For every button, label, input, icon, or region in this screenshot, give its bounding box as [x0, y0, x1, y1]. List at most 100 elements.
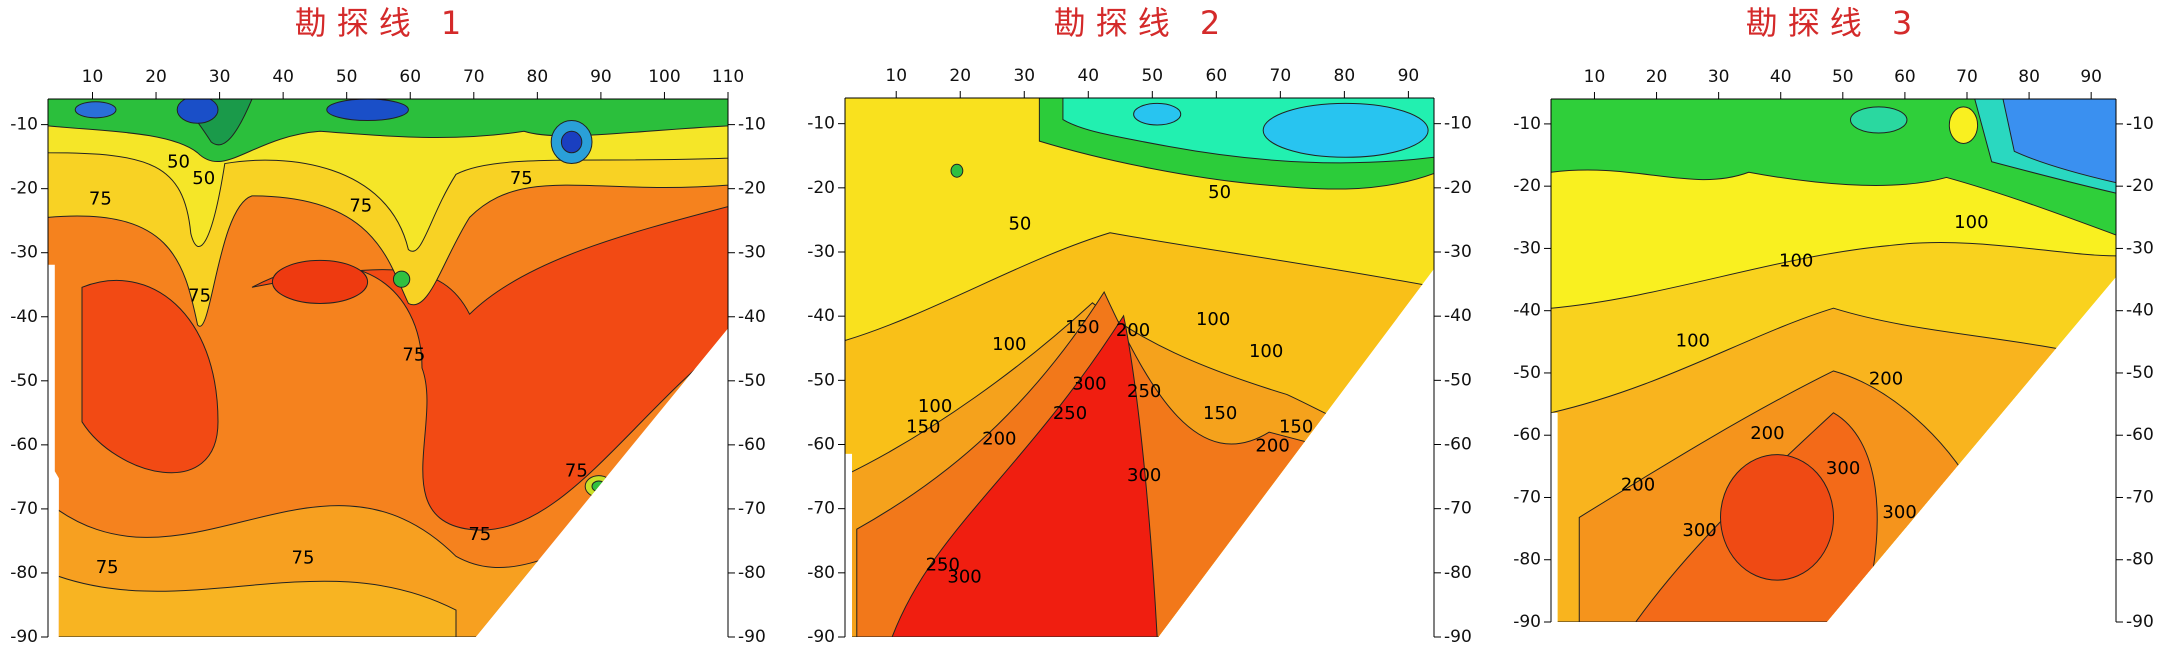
- y-tick-label: -30: [2126, 238, 2154, 258]
- contour-label: 75: [565, 460, 588, 481]
- x-tick-label: 70: [463, 67, 485, 87]
- x-tick-label: 60: [399, 67, 421, 87]
- y-tick-label: -30: [10, 243, 38, 263]
- x-tick-label: 30: [209, 67, 231, 87]
- y-tick-label: -50: [10, 371, 38, 391]
- y-tick-label: -30: [738, 243, 766, 263]
- x-tick-label: 40: [1770, 67, 1792, 87]
- x-tick-label: 30: [1708, 67, 1730, 87]
- y-tick-label: -10: [738, 115, 766, 135]
- x-tick-label: 10: [1584, 67, 1606, 87]
- contour-label: 100: [918, 396, 952, 417]
- contour-label: 100: [1676, 331, 1710, 352]
- contour-label: 50: [1208, 182, 1231, 203]
- y-tick-label: -90: [738, 627, 766, 647]
- y-tick-label: -90: [1513, 612, 1541, 632]
- y-tick-label: -40: [10, 307, 38, 327]
- contour-label: 250: [926, 554, 960, 575]
- y-tick-label: -70: [1444, 499, 1472, 519]
- y-tick-label: -90: [807, 627, 835, 647]
- panel-title: 勘探线 3: [1746, 4, 1923, 42]
- contour-label: 75: [402, 345, 425, 366]
- contour-label: 75: [510, 168, 533, 189]
- contour-label: 300: [1882, 502, 1916, 523]
- y-tick-label: -40: [738, 307, 766, 327]
- contour-label: 50: [1008, 214, 1031, 235]
- panel-title: 勘探线 1: [295, 4, 472, 42]
- y-tick-label: -60: [1513, 425, 1541, 445]
- y-tick-label: -20: [1513, 176, 1541, 196]
- y-tick-label: -70: [807, 499, 835, 519]
- contour-label: 100: [1249, 341, 1283, 362]
- x-tick-label: 80: [527, 67, 549, 87]
- y-tick-label: -80: [2126, 550, 2154, 570]
- x-tick-label: 60: [1206, 66, 1228, 86]
- contour-label: 300: [1072, 374, 1106, 395]
- y-tick-label: -10: [1513, 114, 1541, 134]
- x-tick-label: 100: [648, 67, 680, 87]
- contour-fill: [48, 99, 728, 637]
- contour-label: 50: [167, 151, 190, 172]
- x-tick-label: 10: [82, 67, 104, 87]
- x-tick-label: 110: [712, 67, 744, 87]
- contour-label: 300: [1127, 465, 1161, 486]
- y-tick-label: -70: [10, 499, 38, 519]
- contour-label: 300: [1682, 520, 1716, 541]
- x-tick-label: 90: [2080, 67, 2102, 87]
- y-tick-label: -90: [10, 627, 38, 647]
- y-tick-label: -60: [10, 435, 38, 455]
- y-tick-label: -20: [738, 179, 766, 199]
- x-tick-label: 50: [336, 67, 358, 87]
- y-tick-label: -50: [1444, 370, 1472, 390]
- y-tick-label: -60: [738, 435, 766, 455]
- y-tick-label: -10: [10, 115, 38, 135]
- y-tick-label: -50: [738, 371, 766, 391]
- contour-label: 75: [468, 524, 491, 545]
- y-tick-label: -80: [10, 563, 38, 583]
- x-tick-label: 60: [1894, 67, 1916, 87]
- contour-label: 75: [96, 557, 119, 578]
- contour-label: 100: [1196, 309, 1230, 330]
- y-tick-label: -10: [2126, 114, 2154, 134]
- contour-label: 200: [982, 429, 1016, 450]
- y-tick-label: -50: [2126, 363, 2154, 383]
- x-tick-label: 70: [1956, 67, 1978, 87]
- y-tick-label: -50: [807, 370, 835, 390]
- y-tick-label: -20: [807, 178, 835, 198]
- contour-label: 200: [1750, 423, 1784, 444]
- y-tick-label: -70: [2126, 487, 2154, 507]
- y-tick-label: -90: [2126, 612, 2154, 632]
- y-tick-label: -20: [2126, 176, 2154, 196]
- y-tick-label: -10: [1444, 114, 1472, 134]
- contour-label: 300: [947, 567, 981, 588]
- contour-label: 250: [1127, 381, 1161, 402]
- contour-label: 200: [1255, 436, 1289, 457]
- y-tick-label: -80: [1513, 550, 1541, 570]
- x-tick-label: 90: [1398, 66, 1420, 86]
- x-tick-label: 10: [885, 66, 907, 86]
- contour-label: 150: [906, 416, 940, 437]
- y-tick-label: -40: [1513, 301, 1541, 321]
- contour-label: 100: [1779, 251, 1813, 272]
- contour-label: 75: [89, 189, 112, 210]
- x-tick-label: 80: [2018, 67, 2040, 87]
- y-tick-label: -60: [1444, 435, 1472, 455]
- y-tick-label: -60: [2126, 425, 2154, 445]
- y-tick-label: -50: [1513, 363, 1541, 383]
- x-tick-label: 20: [949, 66, 971, 86]
- contour-label: 150: [1203, 403, 1237, 424]
- y-tick-label: -70: [1513, 487, 1541, 507]
- y-tick-label: -80: [1444, 563, 1472, 583]
- y-tick-label: -40: [1444, 306, 1472, 326]
- contour-label: 100: [992, 334, 1026, 355]
- x-tick-label: 20: [1646, 67, 1668, 87]
- x-tick-label: 40: [1077, 66, 1099, 86]
- x-tick-label: 30: [1013, 66, 1035, 86]
- contour-label: 250: [1053, 403, 1087, 424]
- x-tick-label: 70: [1270, 66, 1292, 86]
- y-tick-label: -20: [10, 179, 38, 199]
- contour-label: 200: [1869, 368, 1903, 389]
- contour-label: 50: [192, 168, 215, 189]
- panel-title: 勘探线 2: [1054, 4, 1231, 42]
- y-tick-label: -30: [1444, 242, 1472, 262]
